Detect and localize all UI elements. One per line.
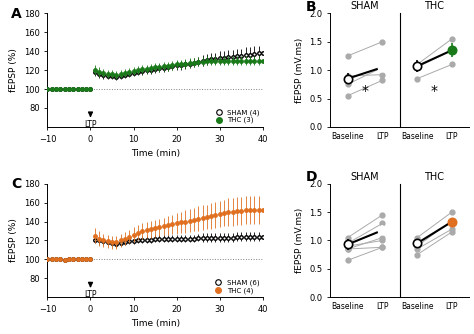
Y-axis label: fEPSP (%): fEPSP (%) xyxy=(9,48,18,92)
Legend: SHAM (4), THC (3): SHAM (4), THC (3) xyxy=(211,109,259,124)
Title: THC: THC xyxy=(425,1,445,11)
Text: LTP: LTP xyxy=(84,120,97,129)
Text: LTP: LTP xyxy=(84,290,97,299)
X-axis label: Time (min): Time (min) xyxy=(130,319,180,328)
X-axis label: Time (min): Time (min) xyxy=(130,149,180,158)
Text: *: * xyxy=(431,84,438,98)
Y-axis label: fEPSP (mV.ms): fEPSP (mV.ms) xyxy=(295,37,304,103)
Text: A: A xyxy=(11,7,21,21)
Text: D: D xyxy=(306,170,318,184)
Y-axis label: fEPSP (%): fEPSP (%) xyxy=(9,218,18,263)
Y-axis label: fEPSP (mV.ms): fEPSP (mV.ms) xyxy=(295,208,304,273)
Text: B: B xyxy=(306,0,317,14)
Title: SHAM: SHAM xyxy=(351,172,379,182)
Title: THC: THC xyxy=(425,172,445,182)
Text: *: * xyxy=(362,84,368,98)
Legend: SHAM (6), THC (4): SHAM (6), THC (4) xyxy=(211,280,259,294)
Title: SHAM: SHAM xyxy=(351,1,379,11)
Text: C: C xyxy=(11,177,21,191)
